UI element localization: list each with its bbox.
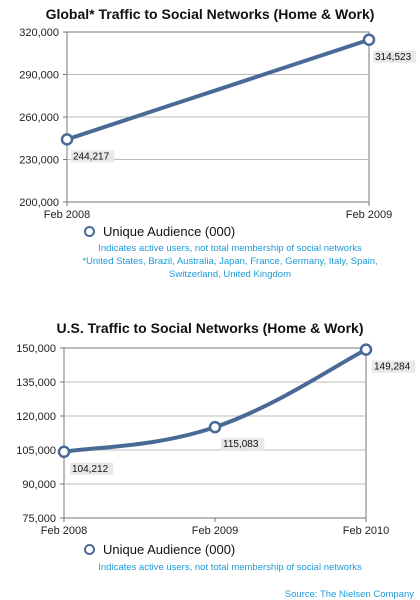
x-tick-label: Feb 2009 (346, 209, 392, 221)
x-tick-label: Feb 2010 (343, 525, 389, 537)
chart2-title: U.S. Traffic to Social Networks (Home & … (56, 320, 364, 336)
x-tick-label: Feb 2009 (192, 525, 238, 537)
y-tick-label: 320,000 (19, 27, 59, 39)
data-label: 314,523 (375, 52, 412, 63)
data-label-bg (71, 150, 115, 163)
y-tick-label: 290,000 (19, 70, 59, 82)
y-tick-label: 90,000 (22, 479, 56, 491)
data-label: 149,284 (374, 362, 411, 373)
y-tick-label: 150,000 (16, 343, 56, 355)
chart1-title: Global* Traffic to Social Networks (Home… (45, 6, 375, 22)
y-tick-label: 260,000 (19, 112, 59, 124)
y-tick-label: 135,000 (16, 377, 56, 389)
chart2-note-1: Indicates active users, not total member… (98, 562, 362, 573)
x-tick-label: Feb 2008 (44, 209, 90, 221)
y-tick-label: 230,000 (19, 155, 59, 167)
y-tick-label: 120,000 (16, 411, 56, 423)
chart2-legend-label: Unique Audience (000) (103, 542, 236, 557)
data-label-bg (372, 360, 416, 373)
legend-marker-icon (84, 544, 95, 555)
source-note: Source: The Nielsen Company (284, 589, 414, 600)
data-label: 115,083 (223, 439, 259, 450)
y-tick-label: 75,000 (22, 513, 56, 525)
data-label-bg (373, 50, 417, 63)
data-point (359, 343, 373, 356)
y-tick-label: 105,000 (16, 445, 56, 457)
chart1-note-2: *United States, Brazil, Australia, Japan… (82, 256, 378, 267)
data-point (362, 33, 376, 47)
chart1-legend: Unique Audience (000) (84, 224, 235, 239)
series-line (66, 37, 370, 142)
data-point (208, 420, 222, 434)
chart2-legend: Unique Audience (000) (84, 542, 235, 557)
series-line (63, 347, 367, 454)
chart2-plot: 150,000 135,000 120,000 105,000 90,000 75,000… (16, 343, 416, 537)
legend-marker-icon (84, 226, 95, 237)
chart1-legend-label: Unique Audience (000) (103, 224, 236, 239)
data-label: 244,217 (73, 151, 110, 162)
data-label: 104,212 (72, 464, 109, 475)
chart1-note-1: Indicates active users, not total member… (98, 243, 362, 254)
data-point (57, 445, 71, 459)
data-label-bg (70, 462, 114, 475)
data-label-bg (221, 438, 265, 451)
chart1-note-3: Switzerland, United Kingdom (169, 269, 291, 280)
x-tick-label: Feb 2008 (41, 525, 87, 537)
y-tick-label: 200,000 (19, 197, 59, 209)
data-point (60, 133, 74, 146)
